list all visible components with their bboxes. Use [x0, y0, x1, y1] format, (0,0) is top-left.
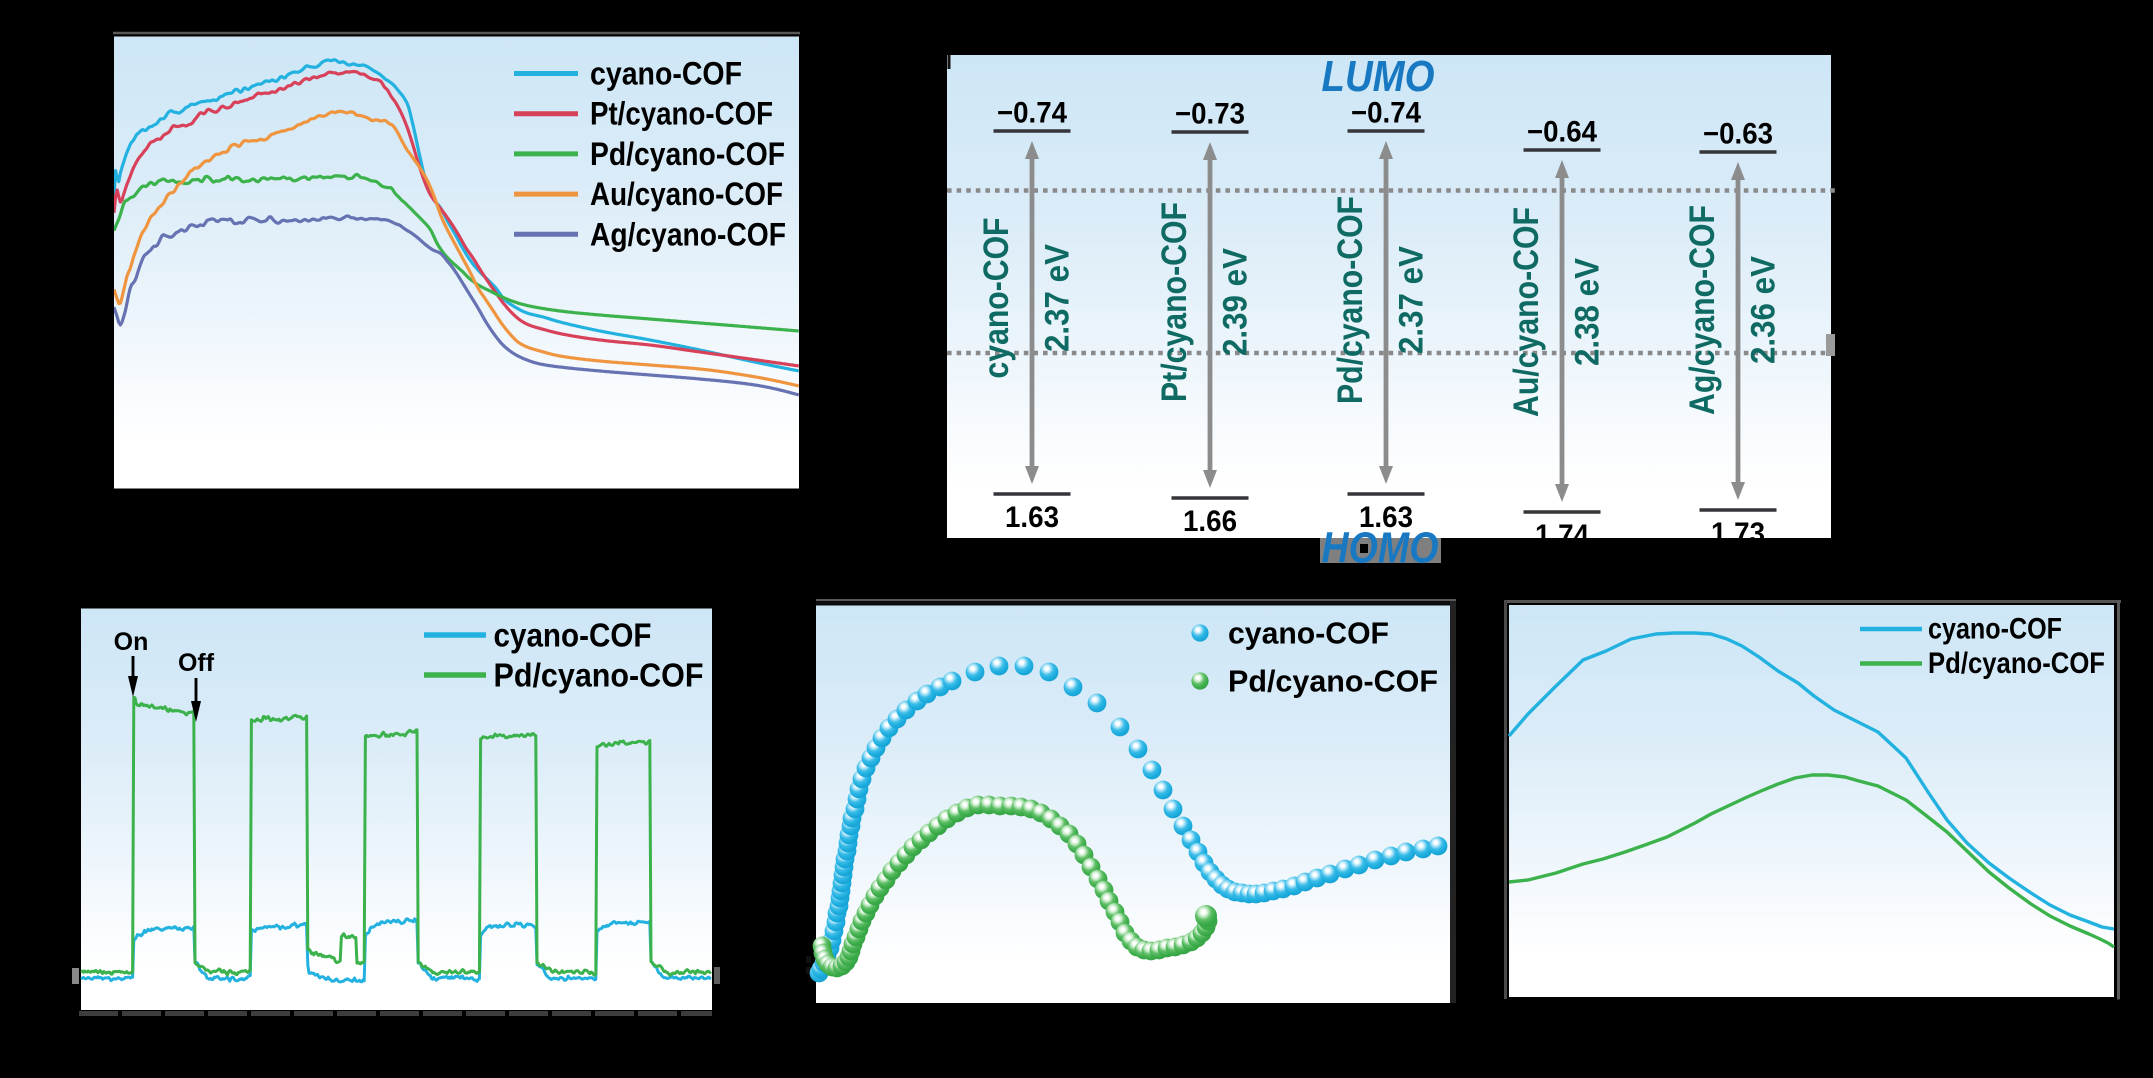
svg-text:2.36 eV: 2.36 eV — [1745, 256, 1783, 364]
svg-text:1.63: 1.63 — [1359, 501, 1413, 534]
svg-text:Pd/cyano-COF: Pd/cyano-COF — [1228, 664, 1438, 699]
svg-text:1.73: 1.73 — [1711, 517, 1765, 550]
svg-text:Pt/cyano-COF: Pt/cyano-COF — [1155, 202, 1194, 402]
svg-text:cyano-COF: cyano-COF — [590, 56, 742, 92]
svg-text:cyano-COF: cyano-COF — [494, 617, 652, 654]
svg-text:Au/cyano-COF: Au/cyano-COF — [1507, 207, 1546, 417]
svg-text:Ag/cyano-COF: Ag/cyano-COF — [1683, 205, 1722, 415]
svg-text:Pd/cyano-COF: Pd/cyano-COF — [494, 657, 704, 694]
svg-text:On: On — [114, 628, 149, 656]
svg-text:Pd/cyano-COF: Pd/cyano-COF — [1331, 196, 1370, 404]
svg-text:2.37 eV: 2.37 eV — [1393, 246, 1431, 354]
svg-text:−0.63: −0.63 — [1703, 118, 1773, 151]
svg-text:cyano-COF: cyano-COF — [977, 218, 1016, 379]
svg-text:1.63: 1.63 — [1005, 501, 1059, 534]
svg-text:Pt/cyano-COF: Pt/cyano-COF — [590, 96, 773, 132]
svg-text:−0.74: −0.74 — [997, 97, 1068, 130]
svg-text:Au/cyano-COF: Au/cyano-COF — [590, 176, 783, 212]
svg-text:1.66: 1.66 — [1183, 505, 1237, 538]
svg-text:Pd/cyano-COF: Pd/cyano-COF — [1928, 647, 2105, 680]
svg-text:−0.74: −0.74 — [1351, 97, 1422, 130]
svg-text:−0.73: −0.73 — [1175, 98, 1245, 131]
svg-text:2.37 eV: 2.37 eV — [1039, 244, 1077, 352]
svg-text:Off: Off — [178, 649, 215, 677]
svg-text:LUMO: LUMO — [1322, 52, 1435, 101]
svg-text:2.39 eV: 2.39 eV — [1217, 248, 1255, 356]
svg-text:Pd/cyano-COF: Pd/cyano-COF — [590, 136, 785, 172]
svg-text:cyano-COF: cyano-COF — [1228, 616, 1389, 651]
svg-text:Ag/cyano-COF: Ag/cyano-COF — [590, 216, 786, 252]
svg-text:−0.64: −0.64 — [1527, 116, 1598, 149]
svg-text:cyano-COF: cyano-COF — [1928, 613, 2062, 646]
svg-text:1.74: 1.74 — [1535, 519, 1590, 552]
svg-text:HOMO: HOMO — [1322, 524, 1439, 573]
svg-text:2.38 eV: 2.38 eV — [1569, 258, 1607, 366]
